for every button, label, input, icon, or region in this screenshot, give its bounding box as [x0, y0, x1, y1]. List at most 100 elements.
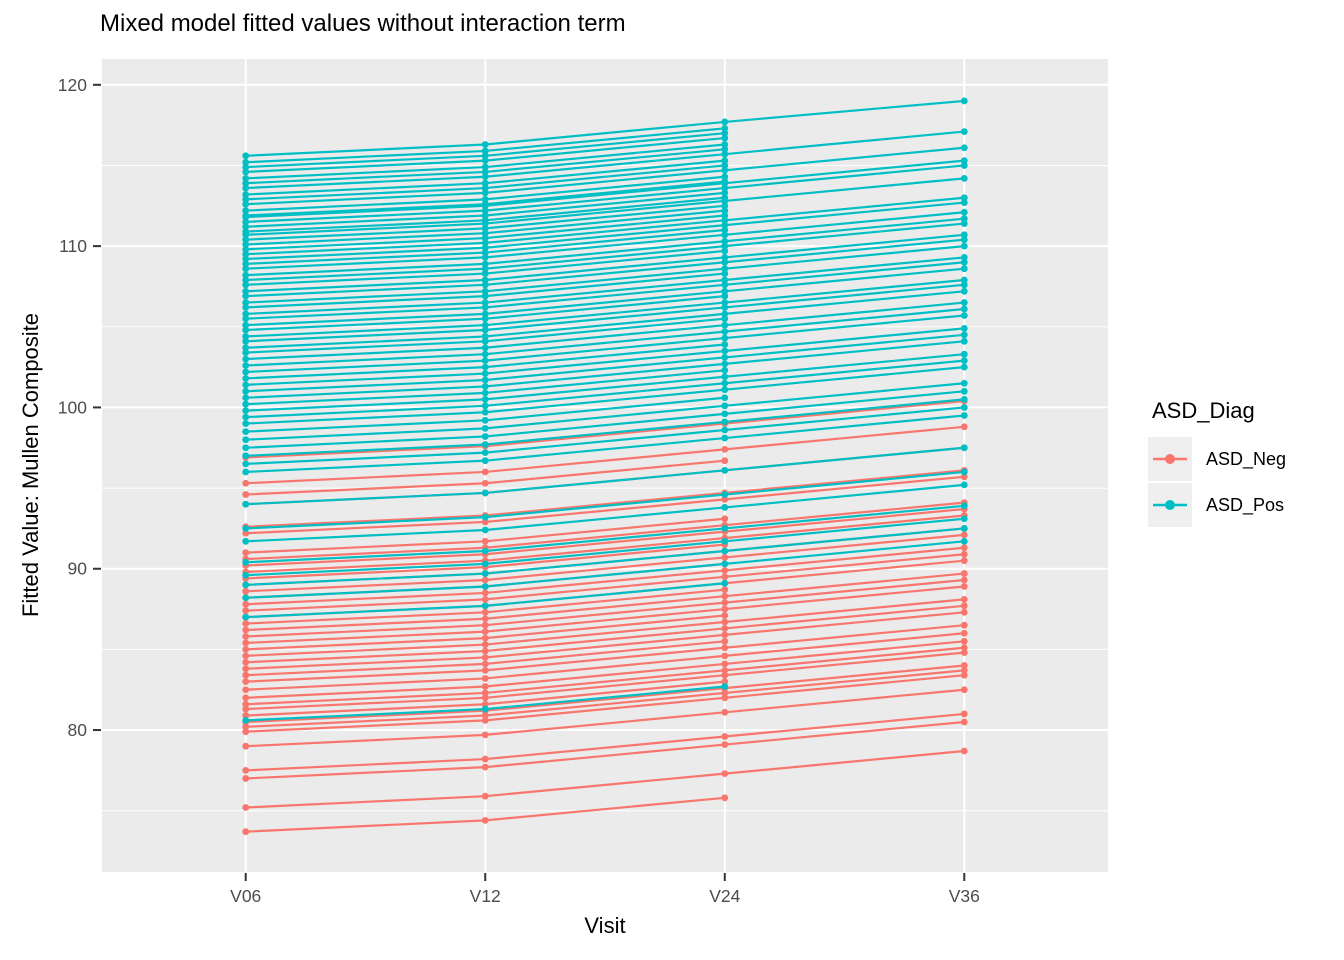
data-point	[481, 589, 489, 597]
data-point	[242, 420, 250, 427]
data-point	[960, 502, 968, 510]
data-point	[960, 194, 968, 202]
legend: ASD_Diag ASD_Neg ASD_Pos	[1148, 398, 1344, 529]
data-point	[960, 629, 968, 637]
data-point	[481, 513, 489, 521]
data-point	[721, 495, 729, 503]
legend-item-asd-neg: ASD_Neg	[1148, 437, 1344, 481]
data-point	[242, 613, 250, 621]
data-point	[481, 560, 489, 568]
data-point	[242, 213, 250, 221]
data-point	[721, 150, 729, 158]
data-point	[721, 145, 729, 153]
data-point	[721, 207, 729, 215]
data-point	[481, 265, 489, 273]
subject-line	[245, 646, 965, 706]
data-point	[960, 644, 968, 652]
data-point	[242, 444, 250, 452]
subject-line	[245, 382, 965, 441]
data-point	[721, 254, 729, 261]
data-point	[960, 550, 968, 558]
subject-line	[245, 314, 965, 374]
data-point	[481, 731, 489, 739]
subject-line	[245, 283, 965, 343]
data-point	[721, 379, 729, 387]
data-point	[242, 652, 250, 660]
subject-line	[245, 164, 965, 224]
data-point	[242, 452, 250, 460]
data-point	[960, 666, 968, 674]
data-point	[481, 433, 489, 440]
subject-line	[245, 201, 965, 261]
data-point	[960, 412, 968, 419]
data-point	[242, 658, 250, 666]
data-point	[242, 299, 250, 306]
data-point	[721, 708, 729, 716]
data-point	[481, 712, 489, 719]
data-point	[242, 428, 250, 436]
data-point	[481, 647, 489, 655]
data-point	[721, 599, 729, 607]
data-point	[481, 276, 489, 284]
data-point	[481, 608, 489, 616]
data-point	[721, 315, 729, 323]
data-point	[481, 270, 489, 277]
data-point	[481, 195, 489, 203]
data-point	[242, 326, 250, 334]
data-point	[721, 794, 729, 802]
data-point	[481, 220, 489, 227]
subject-line	[245, 211, 965, 270]
data-point	[721, 304, 729, 311]
data-point	[242, 368, 250, 376]
data-point	[481, 376, 489, 384]
subject-line	[245, 217, 965, 277]
data-point	[721, 216, 729, 224]
subject-line	[245, 598, 965, 657]
data-point	[960, 242, 968, 250]
data-point	[242, 529, 250, 537]
data-point	[960, 299, 968, 306]
data-point	[960, 686, 968, 694]
data-point	[481, 634, 489, 642]
data-point	[721, 644, 729, 652]
chart-title: Mixed model fitted values without intera…	[100, 10, 626, 37]
data-point	[960, 144, 968, 152]
data-point	[242, 607, 250, 615]
data-point	[481, 416, 489, 424]
data-point	[242, 407, 250, 415]
data-point	[242, 310, 250, 318]
data-point	[721, 652, 729, 660]
data-point	[960, 662, 968, 669]
data-point	[960, 258, 968, 266]
subject-line	[245, 553, 965, 612]
data-point	[721, 179, 729, 187]
data-point	[242, 500, 250, 508]
data-point	[242, 260, 250, 268]
subject-line	[245, 527, 965, 586]
data-point	[242, 200, 250, 208]
data-point	[242, 460, 250, 468]
subject-line	[245, 585, 965, 645]
legend-label-asd-pos: ASD_Pos	[1206, 494, 1285, 515]
data-point	[960, 576, 968, 584]
data-point	[481, 628, 489, 636]
data-point	[481, 224, 489, 232]
subject-line	[245, 517, 965, 577]
data-point	[481, 700, 489, 708]
data-point	[721, 258, 729, 266]
data-point	[721, 418, 729, 426]
y-tick-label: 80	[68, 720, 88, 740]
data-point	[721, 299, 729, 306]
data-point	[481, 694, 489, 702]
data-point	[721, 237, 729, 245]
data-point	[721, 321, 729, 329]
data-point	[242, 479, 250, 487]
data-point	[481, 184, 489, 192]
subject-line	[245, 130, 965, 190]
data-point	[960, 305, 968, 313]
data-point	[242, 163, 250, 171]
subject-line	[245, 233, 965, 293]
data-point	[721, 618, 729, 626]
data-point	[960, 162, 968, 169]
data-point	[960, 557, 968, 565]
